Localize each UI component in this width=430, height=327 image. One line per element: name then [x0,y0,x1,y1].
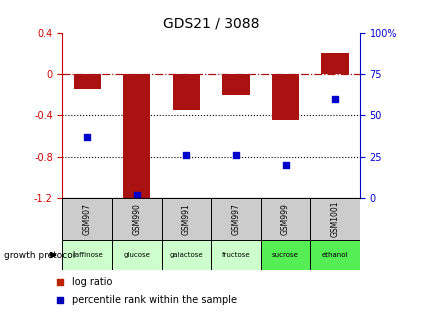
Bar [310,240,359,270]
Bar [260,240,310,270]
Text: GSM997: GSM997 [231,203,240,235]
Bar [211,240,260,270]
Text: GSM991: GSM991 [181,203,190,235]
Text: GSM990: GSM990 [132,203,141,235]
Bar [62,198,112,240]
Text: log ratio: log ratio [72,277,112,287]
Bar [161,198,211,240]
Point [331,96,338,101]
Point [56,279,63,284]
Bar [172,74,200,110]
Bar [112,198,161,240]
Text: raffinose: raffinose [72,252,102,258]
Text: galactose: galactose [169,252,203,258]
Point [83,134,90,139]
Text: fructose: fructose [221,252,250,258]
Bar [161,240,211,270]
Bar [62,240,112,270]
Bar [222,74,249,95]
Bar [123,74,150,203]
Point [56,298,63,303]
Point [182,152,189,158]
Text: GSM999: GSM999 [280,203,289,235]
Bar [211,198,260,240]
Text: percentile rank within the sample: percentile rank within the sample [72,295,236,305]
Point [281,162,288,167]
Bar [310,198,359,240]
Text: glucose: glucose [123,252,150,258]
Bar [260,198,310,240]
Text: GSM907: GSM907 [83,203,92,235]
Bar [321,53,348,74]
Bar [112,240,161,270]
Title: GDS21 / 3088: GDS21 / 3088 [163,16,259,30]
Text: ethanol: ethanol [321,252,347,258]
Bar [74,74,101,90]
Text: GSM1001: GSM1001 [330,201,339,237]
Text: growth protocol: growth protocol [4,250,76,260]
Point [133,192,140,197]
Bar [271,74,298,120]
Text: sucrose: sucrose [271,252,298,258]
Point [232,152,239,158]
